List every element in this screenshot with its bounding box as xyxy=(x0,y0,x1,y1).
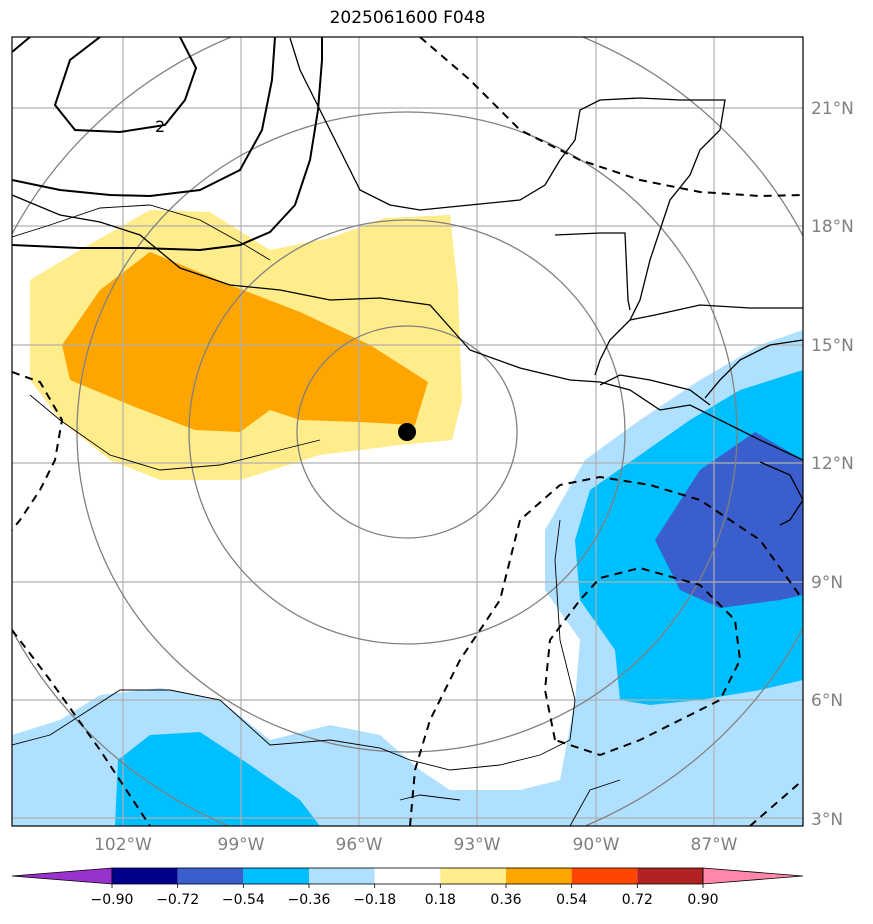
colorbar-tick-label: 0.72 xyxy=(622,892,653,908)
latitude-labels: 21°N 18°N 15°N 12°N 9°N 6°N 3°N xyxy=(811,99,854,830)
dashed-contours xyxy=(12,37,803,826)
colorbar-frame xyxy=(111,867,704,885)
colorbar-swatch xyxy=(374,868,441,884)
colorbar-tick-label: 0.18 xyxy=(425,892,456,908)
map-frame xyxy=(11,36,804,827)
lon-label: 87°W xyxy=(691,835,738,855)
lon-label: 93°W xyxy=(454,835,501,855)
contour-label: 2 xyxy=(155,117,165,136)
coastlines xyxy=(12,37,803,526)
colorbar: −0.90 −0.72 −0.54 −0.36 −0.18 0.18 0.36 0.54 0.7… xyxy=(11,867,804,908)
lat-label: 12°N xyxy=(811,454,854,474)
colorbar-swatch xyxy=(243,868,309,884)
lon-label: 99°W xyxy=(218,835,265,855)
colorbar-tick-label: 0.36 xyxy=(490,892,521,908)
colorbar-tick-label: −0.90 xyxy=(91,892,134,908)
colorbar-swatch xyxy=(637,868,703,884)
colorbar-tick-label: 0.54 xyxy=(556,892,587,908)
colorbar-swatch xyxy=(440,868,506,884)
lat-label: 18°N xyxy=(811,217,854,237)
negative-anomaly-blue-south xyxy=(115,732,320,826)
thin-contours xyxy=(12,204,621,826)
colorbar-tick-label: −0.36 xyxy=(288,892,331,908)
colorbar-tick-label: −0.18 xyxy=(353,892,396,908)
lat-label: 15°N xyxy=(811,336,854,356)
map-title: 2025061600 F048 xyxy=(329,8,486,28)
colorbar-swatch xyxy=(177,868,244,884)
lat-label: 6°N xyxy=(811,691,843,711)
colorbar-swatch xyxy=(112,868,178,884)
colorbar-extend-min xyxy=(11,867,113,885)
lat-label: 21°N xyxy=(811,99,854,119)
lon-label: 96°W xyxy=(336,835,383,855)
colorbar-tick-label: 0.90 xyxy=(687,892,718,908)
colorbar-swatch xyxy=(571,868,638,884)
lat-label: 9°N xyxy=(811,573,843,593)
storm-center-marker xyxy=(398,423,416,441)
colorbar-extend-max xyxy=(702,867,804,885)
colorbar-tick-label: −0.72 xyxy=(156,892,199,908)
colorbar-tick-label: −0.54 xyxy=(222,892,265,908)
lat-label: 3°N xyxy=(811,810,843,830)
longitude-labels: 102°W 99°W 96°W 93°W 90°W 87°W xyxy=(94,835,738,855)
graticule xyxy=(12,37,803,826)
lon-label: 102°W xyxy=(94,835,152,855)
map-plot-area: 2 xyxy=(12,37,803,826)
positive-anomaly-orange xyxy=(62,252,428,432)
colorbar-swatch xyxy=(506,868,572,884)
lon-label: 90°W xyxy=(573,835,620,855)
colorbar-swatch xyxy=(309,868,375,884)
solid-contours xyxy=(12,37,323,252)
